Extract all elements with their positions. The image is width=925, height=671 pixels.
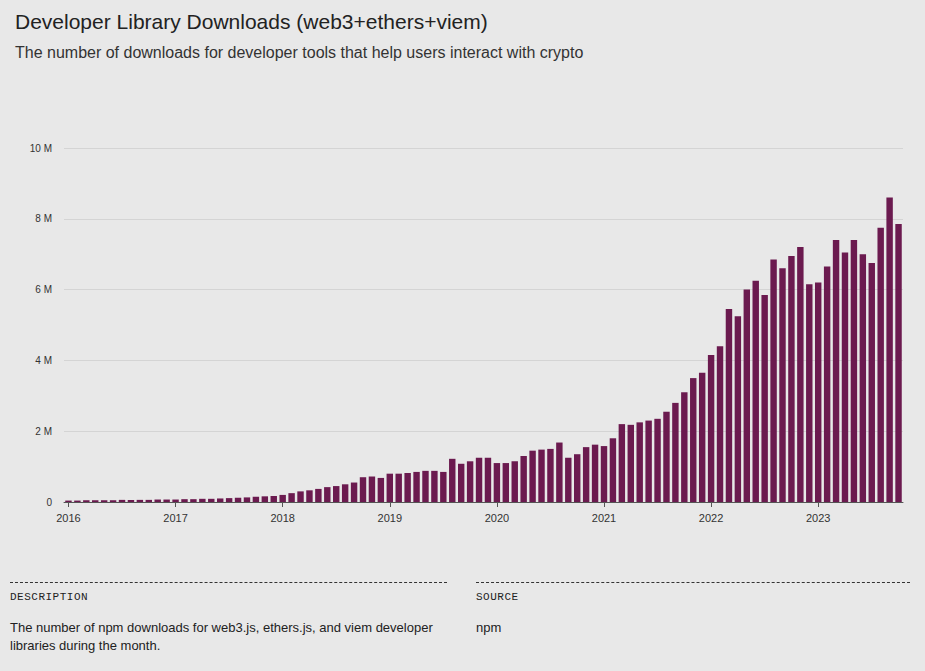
svg-text:2017: 2017 bbox=[163, 512, 187, 524]
svg-text:2023: 2023 bbox=[806, 512, 830, 524]
svg-text:0: 0 bbox=[46, 497, 52, 508]
svg-text:8 M: 8 M bbox=[35, 213, 52, 224]
svg-text:10 M: 10 M bbox=[30, 143, 52, 154]
svg-text:2022: 2022 bbox=[699, 512, 723, 524]
svg-text:Developer Library Downloads (w: Developer Library Downloads (web3+ethers… bbox=[15, 10, 488, 33]
svg-text:4 M: 4 M bbox=[35, 355, 52, 366]
html-text:The number of npm downloads fo: The number of npm downloads for web3.js,… bbox=[10, 620, 433, 653]
html-text:DESCRIPTION: DESCRIPTION bbox=[10, 591, 89, 603]
svg-text:2021: 2021 bbox=[592, 512, 616, 524]
svg-text:2020: 2020 bbox=[485, 512, 509, 524]
svg-text:2018: 2018 bbox=[270, 512, 294, 524]
html-text:SOURCE: SOURCE bbox=[476, 591, 519, 603]
html-text:npm: npm bbox=[476, 620, 502, 635]
svg-text:The number of downloads for de: The number of downloads for developer to… bbox=[15, 44, 583, 61]
svg-text:2 M: 2 M bbox=[35, 426, 52, 437]
svg-text:2019: 2019 bbox=[378, 512, 402, 524]
svg-text:6 M: 6 M bbox=[35, 284, 52, 295]
svg-text:2016: 2016 bbox=[56, 512, 80, 524]
